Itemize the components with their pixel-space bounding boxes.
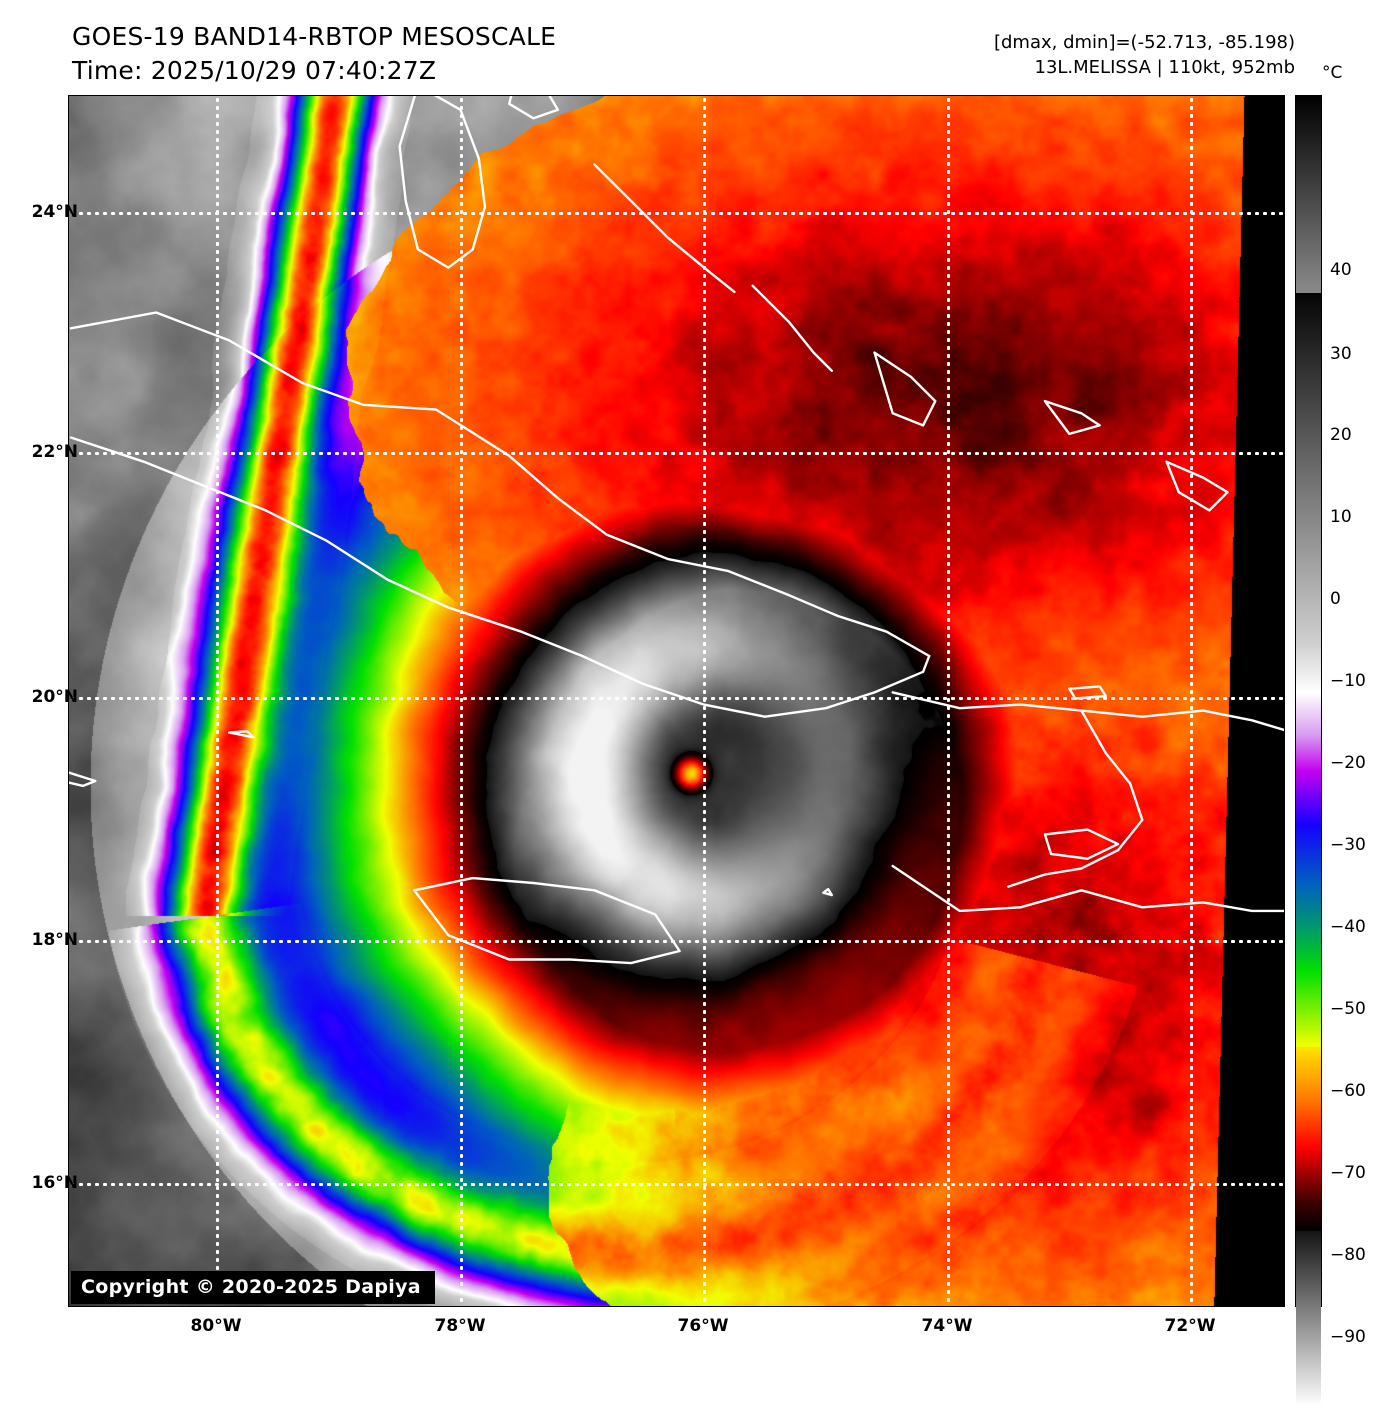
colorbar-tick--80: −80 [1330,1245,1366,1265]
colorbar-tick-0: 0 [1330,589,1341,609]
colorbar-segment-blue-teal [1296,883,1321,929]
colorbar-tick-20: 20 [1330,425,1352,445]
title-timestamp: Time: 2025/10/29 07:40:27Z [72,56,437,85]
colorbar-segment-yellow-orange [1296,1047,1321,1099]
colorbar-tick--60: −60 [1330,1081,1366,1101]
coastline-gonave [1043,828,1120,860]
lon-tick-label-80: 80°W [190,1316,242,1336]
colorbar-tick-40: 40 [1330,260,1352,280]
metadata-block: [dmax, dmin]=(-52.713, -85.198) 13L.MELI… [994,30,1295,80]
colorbar-segment-blue-cyanblue [1296,825,1321,883]
coastline-haiti-bay [1007,709,1144,888]
coastline-tortue [1068,685,1108,700]
coastline-hispaniola-s [891,864,1284,913]
lon-tick-label-72: 72°W [1164,1316,1216,1336]
coastline-bahamas-long [751,284,833,372]
coastline-jamaica [413,876,681,965]
coastline-bahamas-andros [398,96,487,269]
colorbar-segment-red-darkred [1296,1147,1321,1203]
colorbar-tick--10: −10 [1330,671,1366,691]
page-title: GOES-19 BAND14-RBTOP MESOSCALE Time: 202… [72,20,556,88]
coastline-bahamas-exuma [593,163,736,294]
coastline-bahamas-mayaguana [1043,399,1101,436]
colorbar-segment-cold-gray-ramp [1296,1231,1321,1406]
satellite-image-panel[interactable]: Copyright © 2020-2025 Dapiya [68,95,1285,1307]
data-range-text: [dmax, dmin]=(-52.713, -85.198) [993,32,1295,53]
lat-tick-label-24: 24°N [31,202,78,222]
coastline-turks [1165,460,1229,512]
satellite-infrared-imagery [69,96,1284,1306]
coastline-cayman-brac [227,730,255,739]
colorbar-segment-darkred-black [1296,1203,1321,1231]
coastline-cayman [69,771,97,788]
coastline-cuba-south [69,436,931,718]
colorbar-tick--40: −40 [1330,917,1366,937]
colorbar-segment-green-yellow [1296,971,1321,1047]
colorbar-segment-teal-green [1296,929,1321,971]
colorbar-tick--30: −30 [1330,835,1366,855]
lat-tick-label-16: 16°N [31,1173,78,1193]
coastline-cuba-north [69,311,931,658]
colorbar-segment-violet-magenta [1296,735,1321,771]
coastline-overlay [69,96,1284,965]
colorbar-segment-warm-gray-ramp [1296,293,1321,643]
colorbar-tick--20: −20 [1330,753,1366,773]
copyright-notice: Copyright © 2020-2025 Dapiya [71,1271,435,1304]
temperature-colorbar[interactable] [1295,95,1322,1406]
lat-tick-label-20: 20°N [31,687,78,707]
colorbar-unit-label: °C [1322,63,1343,83]
coastline-hispaniola-n [891,691,1284,732]
colorbar-tick--50: −50 [1330,999,1366,1019]
lon-tick-label-78: 78°W [434,1316,486,1336]
colorbar-segment-orange-red [1296,1099,1321,1147]
colorbar-segment-white-to-violet [1296,693,1321,735]
lat-tick-label-22: 22°N [31,442,78,462]
colorbar-segment-hot-gray-upper [1296,96,1321,293]
coastline-navassa [822,887,833,897]
title-product: GOES-19 BAND14-RBTOP MESOSCALE [72,22,557,51]
colorbar-tick-10: 10 [1330,507,1352,527]
colorbar-tick--70: −70 [1330,1163,1366,1183]
lat-tick-label-18: 18°N [31,930,78,950]
storm-info-text: 13L.MELISSA | 110kt, 952mb [1034,57,1296,78]
coastline-bahamas-newprov [508,96,560,120]
colorbar-tick-30: 30 [1330,344,1352,364]
lon-tick-label-74: 74°W [921,1316,973,1336]
colorbar-segment-gray-to-white [1296,643,1321,693]
coastline-bahamas-crooked [873,351,937,427]
lon-tick-label-76: 76°W [677,1316,729,1336]
colorbar-segment-magenta-blue [1296,771,1321,825]
colorbar-tick--90: −90 [1330,1327,1366,1347]
